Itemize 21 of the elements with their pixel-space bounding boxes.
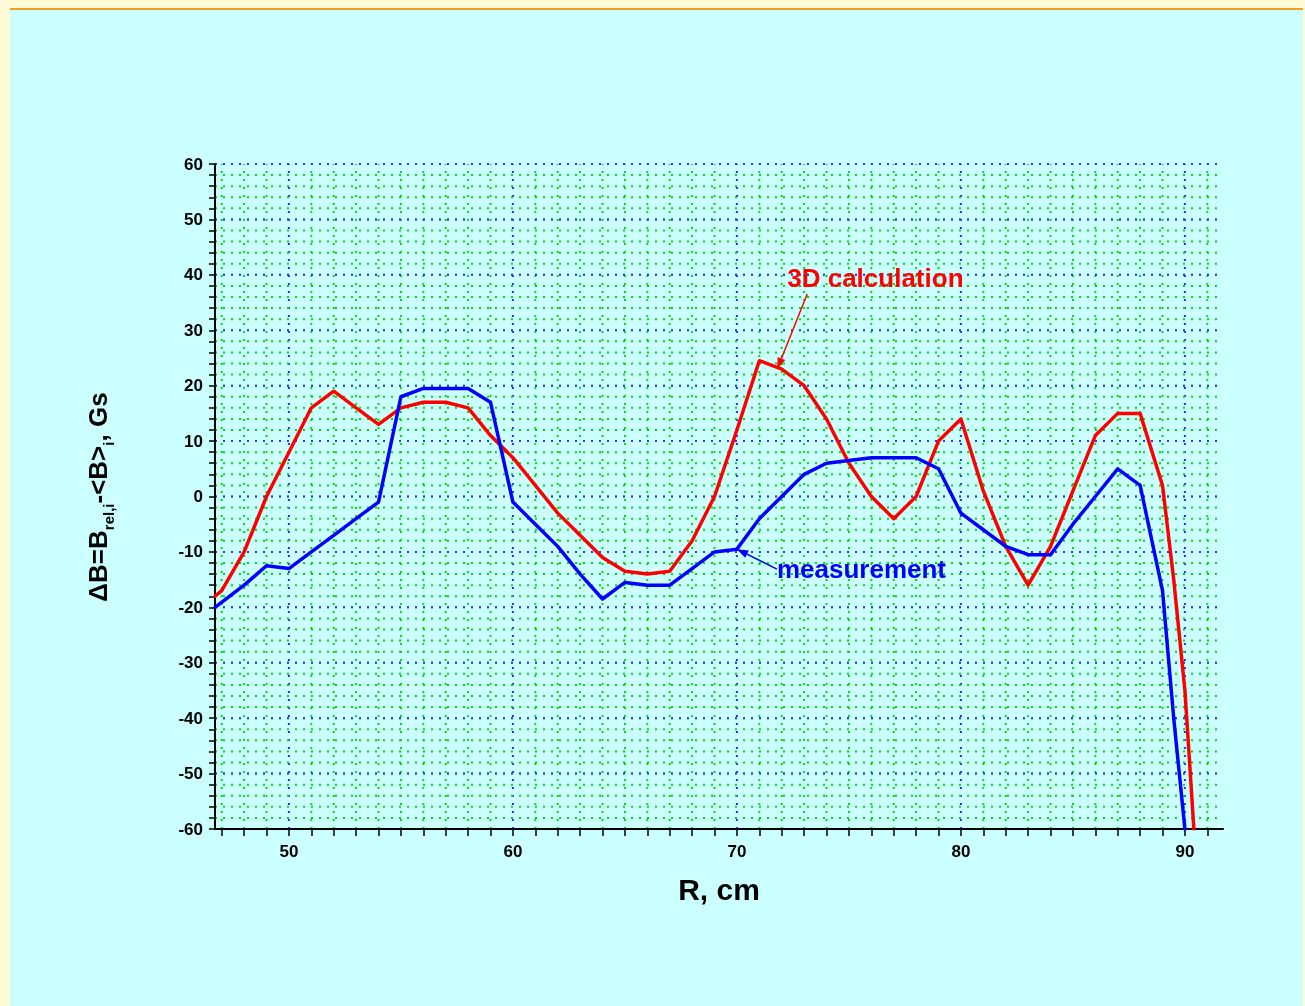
- y-tick-label: -10: [178, 542, 203, 562]
- y-tick-label: 0: [193, 487, 203, 506]
- x-tick-label: 90: [1175, 842, 1195, 861]
- x-tick-label: 60: [503, 842, 523, 861]
- x-tick-label: 70: [727, 842, 747, 861]
- annotation: measurement: [776, 554, 947, 585]
- y-tick-label: 10: [184, 431, 203, 451]
- y-tick-label: -30: [178, 653, 203, 673]
- y-tick-label: -40: [178, 708, 203, 728]
- y-tick-label: 60: [184, 154, 203, 174]
- x-tick-label: 50: [279, 842, 299, 861]
- y-tick-label: -60: [178, 819, 203, 839]
- y-tick-label: -20: [178, 597, 203, 617]
- y-tick-label: 40: [184, 265, 203, 285]
- y-tick-label: -50: [178, 764, 203, 784]
- y-tick-label: 50: [184, 209, 203, 229]
- annotation: 3D calculation: [787, 263, 964, 294]
- x-axis-title: R, cm: [678, 872, 760, 906]
- y-tick-label: 30: [184, 320, 203, 340]
- x-tick-label: 80: [951, 842, 971, 861]
- y-tick-label: 20: [184, 376, 203, 396]
